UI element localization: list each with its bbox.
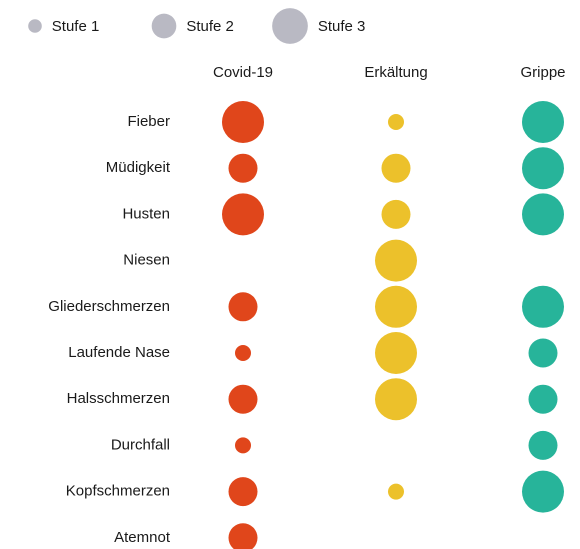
legend-label: Stufe 3 — [318, 18, 366, 35]
bubble — [528, 384, 558, 414]
bubble — [375, 378, 417, 421]
bubble — [228, 477, 258, 507]
column-header: Grippe — [520, 64, 565, 81]
bubble — [228, 523, 258, 549]
row-label: Müdigkeit — [106, 159, 171, 176]
bubble — [528, 430, 558, 460]
bubble — [522, 193, 564, 236]
bubble — [222, 193, 264, 236]
row-label: Fieber — [127, 113, 170, 130]
bubble — [375, 285, 417, 328]
bubble — [235, 437, 251, 454]
bubble — [228, 153, 258, 183]
legend-marker — [272, 8, 308, 44]
row-label: Laufende Nase — [68, 344, 170, 361]
legend-marker — [28, 19, 42, 33]
bubble — [388, 114, 404, 130]
row-label: Kopfschmerzen — [66, 483, 170, 500]
bubble — [388, 483, 404, 500]
column-header: Erkältung — [364, 64, 427, 81]
bubble — [381, 199, 411, 229]
bubble — [528, 338, 558, 368]
bubble — [522, 470, 564, 513]
bubble — [522, 101, 564, 143]
row-label: Atemnot — [114, 529, 171, 546]
bubble — [235, 345, 251, 361]
bubble — [522, 285, 564, 328]
row-label: Gliederschmerzen — [48, 298, 170, 315]
bubble — [228, 384, 258, 414]
bubble — [375, 239, 417, 282]
bubble — [375, 332, 417, 374]
row-label: Husten — [122, 205, 170, 222]
legend-label: Stufe 1 — [52, 18, 100, 35]
row-label: Halsschmerzen — [67, 390, 170, 407]
legend-marker — [151, 13, 177, 39]
bubble — [228, 292, 258, 322]
column-header: Covid-19 — [213, 64, 273, 81]
bubble — [222, 101, 264, 143]
legend-label: Stufe 2 — [186, 18, 234, 35]
row-label: Niesen — [123, 252, 170, 269]
bubble — [522, 147, 564, 190]
row-label: Durchfall — [111, 436, 170, 453]
bubble — [381, 153, 411, 183]
